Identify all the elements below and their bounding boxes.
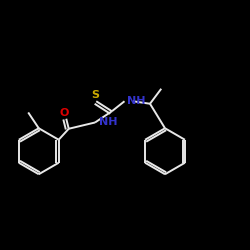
Text: NH: NH: [99, 117, 117, 127]
Text: S: S: [91, 90, 99, 100]
Text: O: O: [60, 108, 69, 118]
Text: NH: NH: [128, 96, 146, 106]
